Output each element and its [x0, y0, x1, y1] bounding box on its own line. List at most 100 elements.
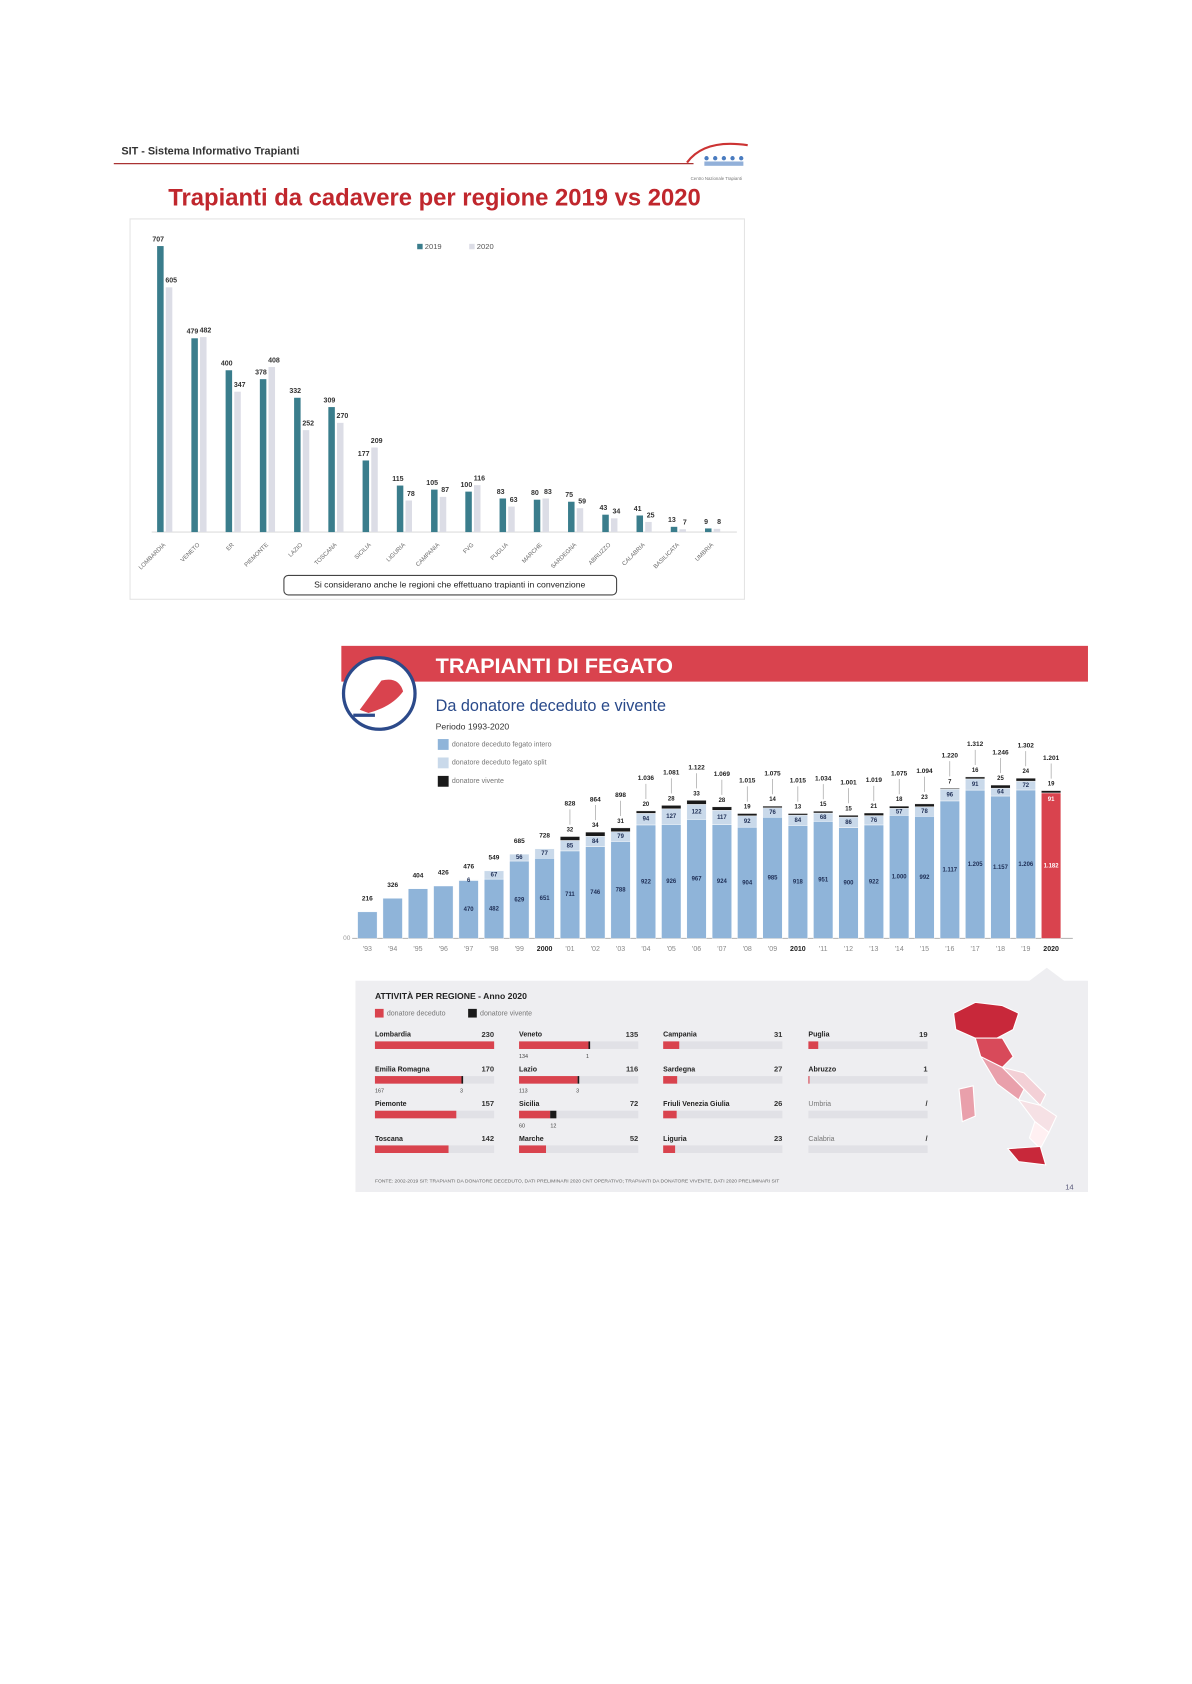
bar-segment: [534, 848, 555, 859]
bar-segment: [711, 806, 732, 811]
sub-label: 3: [576, 1089, 579, 1095]
value-label: 707: [152, 236, 164, 243]
region-value: 230: [481, 1030, 494, 1039]
legend-label: donatore deceduto: [387, 1011, 446, 1018]
bar: [550, 1110, 557, 1119]
bar-segment: [889, 805, 910, 809]
bar: [294, 397, 301, 533]
segment-label: 67: [491, 873, 498, 879]
sub-label: 3: [460, 1089, 463, 1095]
bar-segment: [762, 805, 783, 809]
bar: [576, 508, 584, 533]
bar: [508, 506, 515, 533]
total-label: 1.069: [714, 771, 731, 778]
value-label: 479: [187, 329, 199, 336]
total-label: 1.075: [891, 770, 908, 777]
segment-label: 86: [845, 820, 852, 826]
bar: [519, 1041, 589, 1049]
bar: [157, 246, 164, 533]
bar-segment: [1041, 790, 1062, 794]
region-name: Emilia Romagna: [375, 1066, 430, 1073]
logo-liver: [359, 679, 404, 714]
bar: [499, 498, 507, 533]
x-tick-label: '03: [616, 946, 625, 953]
segment-label: 926: [666, 879, 677, 885]
total-label: 864: [590, 796, 601, 803]
bar: [663, 1041, 680, 1049]
value-label: 8: [717, 519, 721, 526]
bar: [602, 514, 609, 533]
segment-label: 28: [719, 798, 726, 804]
x-tick-label: '97: [464, 946, 473, 953]
x-tick-label: '16: [945, 946, 954, 953]
region-name: Umbria: [808, 1101, 831, 1108]
region-name: Lombardia: [375, 1032, 411, 1039]
bar: [461, 1076, 464, 1084]
total-label: 326: [387, 882, 398, 889]
segment-label: 76: [871, 818, 878, 824]
bar: [431, 489, 438, 533]
segment-label: 78: [921, 809, 928, 815]
italy-map: [953, 1001, 1058, 1166]
x-tick-label: '05: [667, 946, 676, 953]
region-name: Calabria: [808, 1136, 834, 1143]
total-label: 685: [514, 838, 525, 845]
y-tick-label: 00: [343, 935, 351, 942]
segment-label: 20: [643, 802, 650, 808]
bar: [259, 379, 267, 533]
value-label: 115: [392, 476, 403, 483]
segment-label: 482: [489, 906, 500, 912]
bar: [533, 499, 541, 533]
region-value: 23: [774, 1134, 782, 1143]
bar-segment: [458, 879, 479, 881]
bar: [568, 501, 575, 533]
region-name: Veneto: [519, 1032, 543, 1039]
bar: [519, 1076, 578, 1084]
segment-label: 6: [467, 878, 471, 884]
segment-label: 1.182: [1044, 863, 1060, 869]
value-label: 80: [531, 490, 539, 497]
bar-track: [663, 1041, 783, 1049]
x-tick-label: '15: [920, 946, 929, 953]
x-tick-label: '08: [743, 946, 752, 953]
region-value: 31: [774, 1030, 782, 1039]
segment-label: 25: [997, 776, 1004, 782]
value-label: 41: [634, 506, 642, 513]
region-value: /: [925, 1134, 928, 1143]
segment-label: 15: [845, 806, 852, 812]
sub-label: 12: [550, 1123, 556, 1129]
legend-label: 2020: [477, 242, 494, 251]
total-label: 1.036: [638, 775, 655, 782]
region-name: Liguria: [663, 1136, 687, 1143]
segment-label: 85: [567, 843, 574, 849]
value-label: 105: [426, 480, 438, 487]
region-name: Marche: [519, 1136, 544, 1143]
x-tick-label: '04: [641, 946, 650, 953]
total-label: 1.302: [1018, 742, 1035, 749]
legend-swatch: [437, 739, 449, 750]
total-label: 1.015: [739, 778, 756, 785]
region-value: 1: [923, 1065, 927, 1074]
segment-label: 57: [896, 809, 903, 815]
bar-track: [808, 1041, 928, 1049]
bar-track: [663, 1076, 783, 1084]
legend-swatch: [437, 775, 449, 787]
segment-label: 64: [997, 790, 1004, 796]
segment-label: 94: [643, 817, 650, 823]
bar-segment: [509, 853, 530, 862]
region-name: Toscana: [375, 1136, 403, 1143]
note: Si considerano anche le regioni che effe…: [314, 579, 585, 589]
plot-frame: [129, 218, 746, 600]
x-tick-label: '18: [996, 946, 1005, 953]
legend-swatch: [437, 757, 449, 769]
region-value: /: [925, 1099, 928, 1108]
value-label: 177: [358, 451, 370, 458]
x-tick-label: '93: [363, 946, 372, 953]
segment-label: 33: [693, 791, 700, 797]
logo-arc: [686, 142, 748, 164]
value-label: 332: [289, 388, 301, 395]
segment-label: 19: [1048, 782, 1055, 788]
bar: [405, 500, 412, 533]
bar-segment: [357, 911, 378, 939]
